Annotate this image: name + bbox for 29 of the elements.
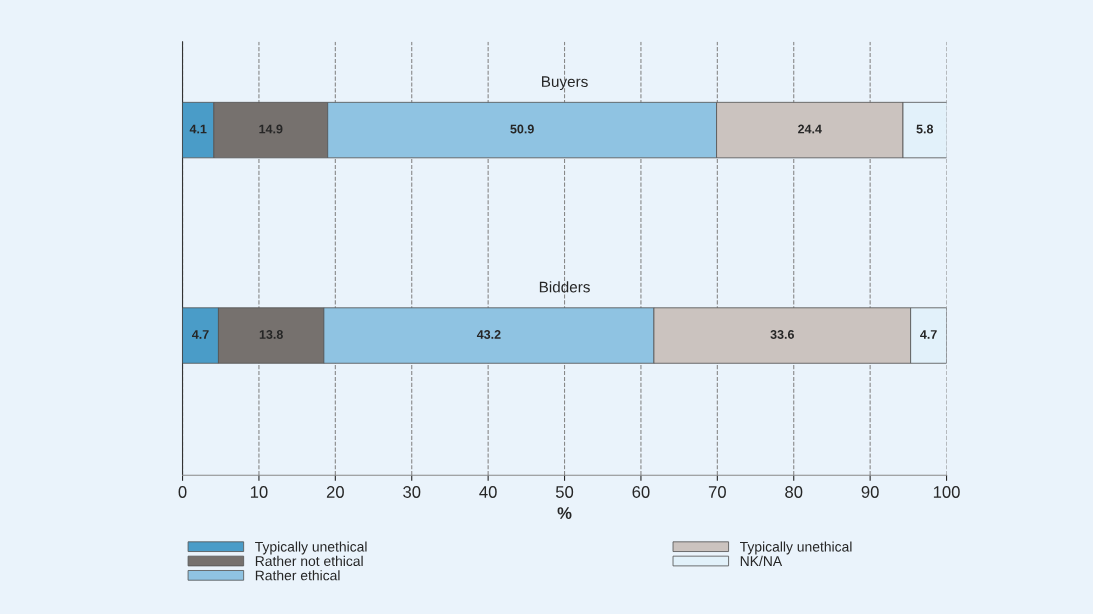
data-label: 43.2 — [476, 330, 501, 339]
y-tick-label: Bidders — [539, 281, 590, 293]
legend-label: Rather ethical — [255, 570, 340, 581]
x-tick-label: 80 — [785, 486, 803, 498]
x-tick-label: 20 — [326, 486, 344, 498]
legend-label: Typically unethical — [255, 541, 367, 555]
data-label: 24.4 — [798, 124, 822, 134]
data-label: 4.1 — [189, 124, 207, 134]
x-tick-label: 10 — [250, 486, 268, 498]
data-label: 33.6 — [770, 330, 794, 339]
x-tick-label: 0 — [178, 486, 187, 498]
data-label: 13.8 — [259, 330, 283, 339]
x-tick-label: 100 — [933, 486, 960, 498]
x-tick-label: 60 — [632, 486, 650, 498]
y-tick-label: Buyers — [542, 76, 588, 91]
data-label: 5.8 — [916, 124, 934, 134]
x-tick-label: 30 — [403, 486, 421, 498]
x-tick-label: 70 — [708, 486, 726, 498]
x-axis-title: % — [557, 507, 572, 519]
x-tick-label: 90 — [861, 486, 879, 498]
data-label: 4.7 — [920, 330, 937, 339]
legend-label: NK/NA — [740, 555, 783, 567]
data-label: 14.9 — [259, 124, 283, 134]
x-tick-label: 50 — [555, 486, 574, 498]
legend-label: Typically unethical — [740, 541, 852, 555]
data-label: 50.9 — [510, 124, 534, 134]
x-tick-label: 40 — [479, 486, 497, 498]
legend-label: Rather not ethical — [255, 555, 363, 567]
data-label: 4.7 — [191, 330, 209, 339]
